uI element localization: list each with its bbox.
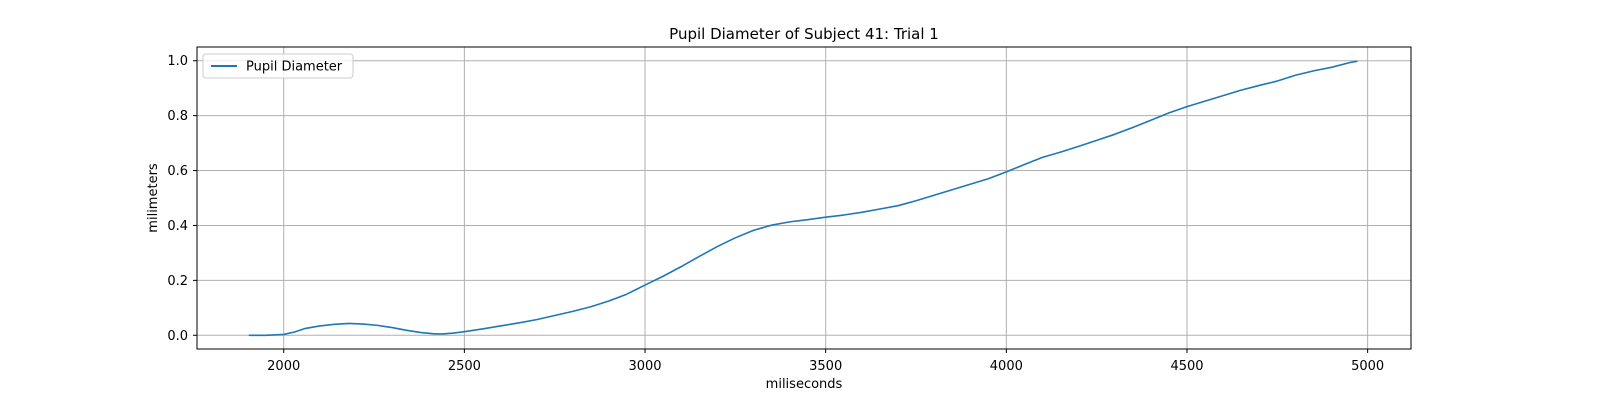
legend: Pupil Diameter <box>202 53 354 79</box>
series-layer <box>248 60 1358 337</box>
x-tick-label: 2000 <box>267 359 300 374</box>
x-tick-label: 2500 <box>448 359 481 374</box>
x-axis-label: miliseconds <box>766 377 843 392</box>
series-line <box>248 60 1358 337</box>
x-tick-label: 4500 <box>1170 359 1203 374</box>
x-tick-label: 3500 <box>809 359 842 374</box>
plot-frame <box>196 46 1412 350</box>
grid <box>197 47 1411 349</box>
y-axis-label: milimeters <box>146 163 161 233</box>
x-tick-label: 3000 <box>628 359 661 374</box>
legend-box <box>202 53 354 79</box>
x-tick-label: 4000 <box>990 359 1023 374</box>
x-tick-label: 5000 <box>1351 359 1384 374</box>
y-tick-label: 0.0 <box>167 329 188 344</box>
y-axis: 0.0 0.2 0.4 0.6 0.8 1.0 <box>167 54 197 344</box>
chart-title: Pupil Diameter of Subject 41: Trial 1 <box>669 25 939 43</box>
y-tick-label: 0.4 <box>167 219 188 234</box>
legend-label: Pupil Diameter <box>246 60 343 75</box>
y-tick-label: 0.2 <box>167 274 188 289</box>
y-tick-label: 1.0 <box>167 54 188 69</box>
x-axis: 2000 2500 3000 3500 4000 4500 5000 <box>267 349 1384 374</box>
y-tick-label: 0.6 <box>167 164 188 179</box>
y-tick-label: 0.8 <box>167 109 188 124</box>
